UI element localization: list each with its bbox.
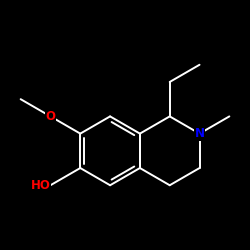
Text: N: N (194, 127, 204, 140)
Text: O: O (46, 110, 56, 123)
Text: HO: HO (30, 179, 50, 192)
